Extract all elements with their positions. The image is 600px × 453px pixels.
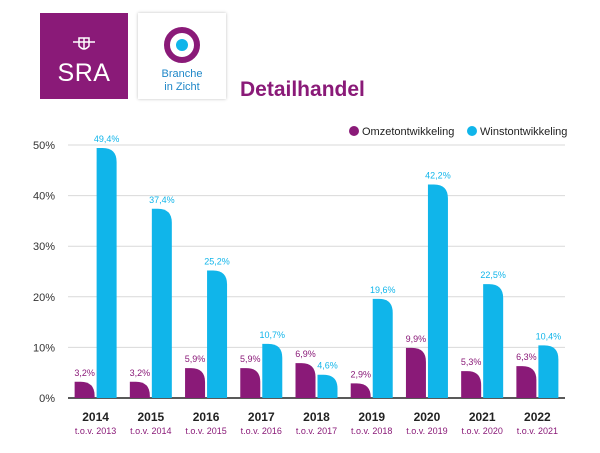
bar-winst	[207, 270, 228, 398]
x-axis-labels: 2014 t.o.v. 2013 2015 t.o.v. 2014 2016 t.o.v.…	[75, 410, 558, 436]
winst-value-label: 10,4%	[536, 331, 562, 341]
y-tick-label: 50%	[33, 140, 55, 152]
branche-in-zicht-text: Branche in Zicht	[138, 68, 226, 94]
grid-lines	[68, 144, 565, 399]
omzet-value-label: 5,9%	[240, 354, 261, 364]
x-subcategory-label: t.o.v. 2013	[75, 426, 116, 436]
sra-emblem-icon	[73, 37, 95, 50]
bar-omzet	[240, 368, 261, 398]
omzet-value-label: 3,2%	[130, 368, 151, 378]
legend: Omzetontwikkeling Winstontwikkeling	[349, 126, 567, 138]
branche-in-zicht-logo: Branche in Zicht	[138, 13, 226, 99]
bar-omzet	[405, 347, 426, 398]
x-category-label: 2018	[303, 410, 330, 424]
x-category-label: 2016	[193, 410, 220, 424]
winst-value-label: 42,2%	[425, 170, 451, 180]
x-category-label: 2021	[469, 410, 496, 424]
omzet-value-label: 6,9%	[295, 349, 316, 359]
omzet-value-label: 3,2%	[74, 368, 95, 378]
winst-value-label: 49,4%	[94, 134, 120, 144]
y-axis-labels: 0% 10% 20% 30% 40% 50%	[33, 140, 55, 405]
omzet-value-label: 6,3%	[516, 352, 537, 362]
target-icon	[164, 27, 200, 63]
bars: 3,2% 49,4% 3,2% 37,4% 5,9% 25,2% 5,9% 10,7% 6,9%…	[74, 134, 561, 398]
omzet-value-label: 5,9%	[185, 354, 206, 364]
winst-value-label: 22,5%	[480, 270, 506, 280]
x-category-label: 2019	[358, 410, 385, 424]
bar-winst	[372, 298, 393, 398]
bar-omzet	[461, 371, 482, 398]
bar-winst	[262, 343, 283, 398]
sra-logo: SRA	[40, 13, 128, 99]
bar-omzet	[516, 366, 537, 398]
bar-winst	[317, 374, 338, 398]
x-subcategory-label: t.o.v. 2017	[296, 426, 337, 436]
bar-omzet	[74, 381, 95, 398]
bar-omzet	[185, 368, 206, 398]
x-subcategory-label: t.o.v. 2020	[461, 426, 502, 436]
bar-winst	[427, 184, 448, 398]
branche-line-2: in Zicht	[164, 81, 200, 93]
legend-omzet-label: Omzetontwikkeling	[362, 126, 454, 138]
winst-value-label: 37,4%	[149, 195, 175, 205]
x-subcategory-label: t.o.v. 2019	[406, 426, 447, 436]
bar-omzet	[129, 381, 150, 398]
bar-omzet	[350, 383, 371, 398]
bar-winst	[538, 345, 559, 398]
winst-value-label: 25,2%	[204, 256, 230, 266]
x-category-label: 2020	[414, 410, 441, 424]
omzet-value-label: 5,3%	[461, 357, 482, 367]
legend-winst-label: Winstontwikkeling	[480, 126, 567, 138]
x-subcategory-label: t.o.v. 2014	[130, 426, 171, 436]
bar-omzet	[295, 363, 316, 398]
y-tick-label: 20%	[33, 292, 55, 304]
x-subcategory-label: t.o.v. 2015	[185, 426, 226, 436]
x-category-label: 2015	[137, 410, 164, 424]
x-subcategory-label: t.o.v. 2018	[351, 426, 392, 436]
chart-title: Detailhandel	[240, 78, 365, 101]
legend-omzet-swatch	[349, 126, 359, 136]
bar-winst	[96, 148, 117, 398]
bar-winst	[151, 208, 172, 398]
y-tick-label: 0%	[39, 393, 55, 405]
winst-value-label: 10,7%	[260, 330, 286, 340]
y-tick-label: 10%	[33, 342, 55, 354]
bar-winst	[483, 284, 504, 398]
omzet-value-label: 2,9%	[350, 369, 371, 379]
x-subcategory-label: t.o.v. 2016	[241, 426, 282, 436]
branche-line-1: Branche	[161, 68, 203, 80]
x-category-label: 2017	[248, 410, 275, 424]
omzet-value-label: 9,9%	[406, 334, 427, 344]
sra-logo-text: SRA	[57, 59, 111, 87]
x-category-label: 2022	[524, 410, 551, 424]
winst-value-label: 19,6%	[370, 285, 396, 295]
winst-value-label: 4,6%	[317, 361, 338, 371]
y-tick-label: 30%	[33, 241, 55, 253]
legend-winst-swatch	[467, 126, 477, 136]
x-category-label: 2014	[82, 410, 109, 424]
y-tick-label: 40%	[33, 191, 55, 203]
x-subcategory-label: t.o.v. 2021	[517, 426, 558, 436]
